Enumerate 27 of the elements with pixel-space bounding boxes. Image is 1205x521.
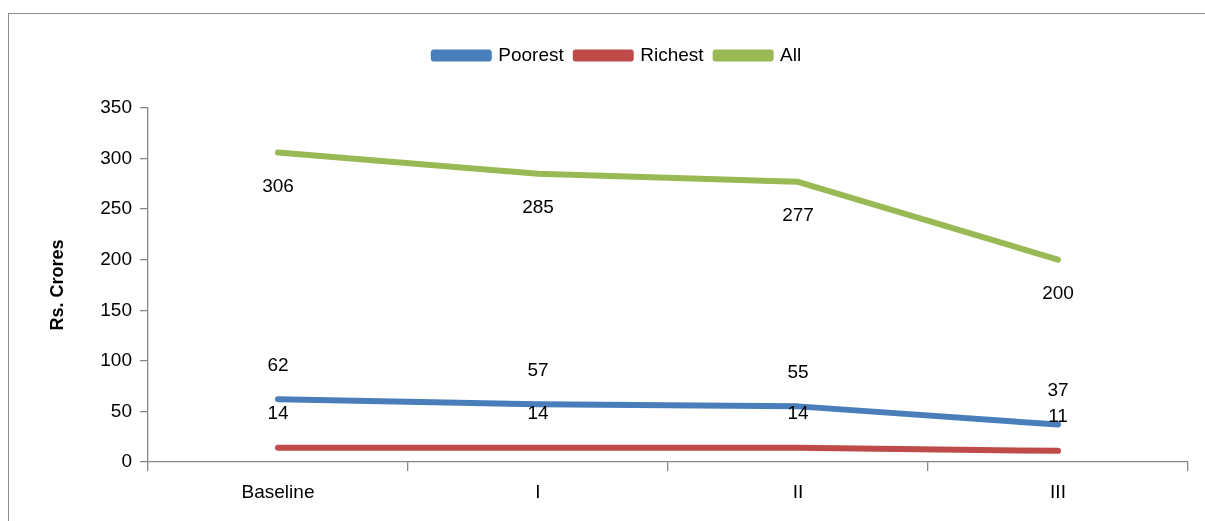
y-tick-label: 200 [100,247,132,269]
data-label: 285 [522,195,554,217]
data-label: 37 [1047,378,1069,400]
legend-label: Richest [640,43,705,65]
data-label: 11 [1048,405,1068,427]
data-label: 200 [1042,281,1074,303]
y-tick-label: 300 [100,146,132,168]
legend-label: Poorest [498,43,565,65]
y-axis-title: Rs. Crores [46,239,67,331]
x-tick-label: Baseline [241,480,315,502]
data-label: 306 [262,174,294,196]
data-label: 62 [267,353,289,375]
x-tick-label: II [792,480,804,502]
data-label: 57 [527,358,549,380]
x-tick-label: I [535,480,541,502]
legend-label: All [780,43,802,65]
y-tick-label: 100 [100,349,132,371]
data-label: 14 [527,402,549,424]
data-label: 55 [787,360,809,382]
x-tick-label: III [1050,480,1066,502]
y-tick-label: 50 [110,399,132,421]
y-tick-label: 250 [100,197,132,219]
data-label: 277 [782,204,814,226]
y-tick-label: 150 [100,298,132,320]
y-tick-label: 0 [121,450,132,472]
data-label: 14 [267,402,289,424]
y-tick-label: 350 [100,96,132,118]
